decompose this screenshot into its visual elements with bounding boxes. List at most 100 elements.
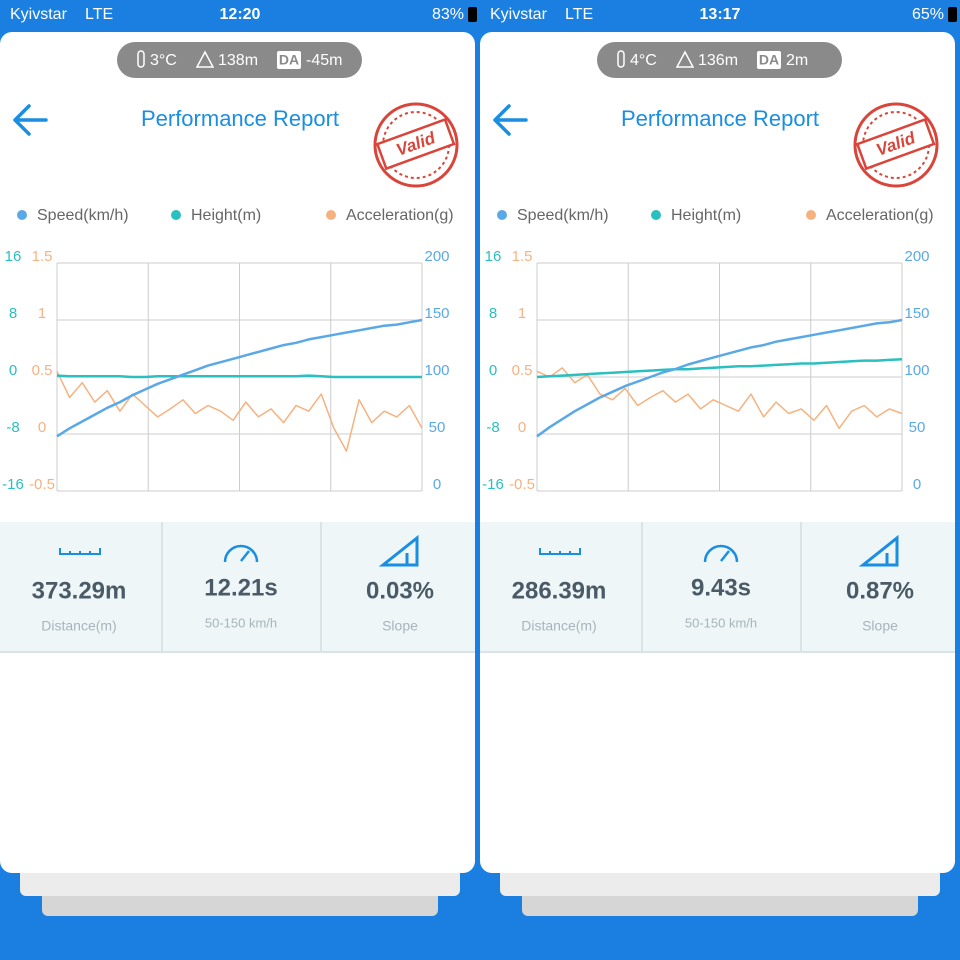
altitude: 138m bbox=[218, 52, 258, 69]
y-tick-label: -0.5 bbox=[29, 476, 55, 493]
page-title: Performance Report bbox=[621, 106, 819, 131]
series-line bbox=[536, 357, 903, 379]
stat-value: 0.03% bbox=[366, 577, 434, 604]
speedometer-icon bbox=[703, 544, 739, 563]
y-tick-label: 0.5 bbox=[512, 362, 533, 379]
legend-label[interactable]: Acceleration(g) bbox=[826, 207, 934, 224]
series-line bbox=[56, 318, 423, 438]
stat-value: 286.39m bbox=[512, 577, 607, 604]
stamp-ring bbox=[853, 102, 939, 188]
stat-label: Slope bbox=[862, 618, 898, 634]
y-tick-label: 0 bbox=[913, 476, 921, 493]
legend-dot[interactable] bbox=[171, 210, 181, 220]
y-tick-label: 8 bbox=[489, 305, 497, 322]
y-tick-label: 0 bbox=[518, 419, 526, 436]
stat-value: 12.21s bbox=[204, 574, 277, 601]
stat-label: Distance(m) bbox=[521, 618, 596, 634]
stat-label: 50-150 km/h bbox=[685, 615, 757, 630]
stats-panel bbox=[0, 522, 475, 652]
battery: 83% bbox=[432, 6, 464, 23]
y-tick-label: -8 bbox=[6, 419, 19, 436]
back-button[interactable] bbox=[13, 104, 48, 136]
y-tick-label: -0.5 bbox=[509, 476, 535, 493]
y-tick-label: -16 bbox=[482, 476, 504, 493]
y-tick-label: 1 bbox=[518, 305, 526, 322]
legend-label[interactable]: Acceleration(g) bbox=[346, 207, 454, 224]
thermometer-icon bbox=[137, 50, 145, 68]
distance-icon bbox=[59, 548, 101, 555]
back-button[interactable] bbox=[493, 104, 528, 136]
y-tick-label: 150 bbox=[424, 305, 449, 322]
y-tick-label: 1.5 bbox=[32, 248, 53, 265]
series-line bbox=[56, 374, 422, 379]
time: 13:17 bbox=[700, 6, 741, 23]
speedometer-icon bbox=[223, 544, 259, 563]
y-tick-label: 0 bbox=[9, 362, 17, 379]
stats-panel bbox=[480, 522, 955, 652]
y-tick-label: 0 bbox=[38, 419, 46, 436]
network: LTE bbox=[565, 6, 593, 23]
legend-label[interactable]: Speed(km/h) bbox=[37, 207, 129, 224]
legend-dot[interactable] bbox=[17, 210, 27, 220]
y-tick-label: 16 bbox=[485, 248, 502, 265]
legend-label[interactable]: Height(m) bbox=[671, 207, 741, 224]
legend-dot[interactable] bbox=[651, 210, 661, 220]
temperature: 3°C bbox=[150, 52, 177, 69]
battery-icon bbox=[468, 7, 477, 22]
y-tick-label: 0 bbox=[489, 362, 497, 379]
y-tick-label: 200 bbox=[424, 248, 449, 265]
conditions-pill bbox=[117, 42, 362, 78]
y-tick-label: 100 bbox=[904, 362, 929, 379]
slope-icon bbox=[378, 534, 419, 567]
legend-dot[interactable] bbox=[806, 210, 816, 220]
density-altitude: 2m bbox=[786, 52, 808, 69]
stat-value: 9.43s bbox=[691, 574, 751, 601]
stat-value: 0.87% bbox=[846, 577, 914, 604]
altitude: 136m bbox=[698, 52, 738, 69]
carrier: Kyivstar bbox=[490, 6, 548, 23]
legend-dot[interactable] bbox=[497, 210, 507, 220]
legend-label[interactable]: Height(m) bbox=[191, 207, 261, 224]
y-tick-label: -8 bbox=[486, 419, 499, 436]
y-tick-label: 1 bbox=[38, 305, 46, 322]
stat-label: Slope bbox=[382, 618, 418, 634]
y-tick-label: 16 bbox=[5, 248, 22, 265]
y-tick-label: 0 bbox=[433, 476, 441, 493]
stat-label: 50-150 km/h bbox=[205, 615, 277, 630]
y-tick-label: 150 bbox=[904, 305, 929, 322]
time: 12:20 bbox=[220, 6, 261, 23]
temperature: 4°C bbox=[630, 52, 657, 69]
thermometer-icon bbox=[617, 50, 625, 68]
series-line bbox=[56, 370, 423, 452]
series-line bbox=[536, 318, 903, 438]
da-label: DA bbox=[279, 52, 299, 68]
card bbox=[480, 32, 955, 873]
carrier: Kyivstar bbox=[10, 6, 68, 23]
legend-dot[interactable] bbox=[326, 210, 336, 220]
da-label: DA bbox=[759, 52, 779, 68]
network: LTE bbox=[85, 6, 113, 23]
slope-icon bbox=[858, 534, 899, 567]
y-tick-label: 0.5 bbox=[32, 362, 53, 379]
y-tick-label: 200 bbox=[904, 248, 929, 265]
stamp-ring bbox=[373, 102, 459, 188]
stamp-banner bbox=[855, 117, 936, 171]
altitude-icon bbox=[195, 50, 215, 68]
density-altitude: -45m bbox=[306, 52, 342, 69]
y-tick-label: -16 bbox=[2, 476, 24, 493]
legend-label[interactable]: Speed(km/h) bbox=[517, 207, 609, 224]
y-tick-label: 50 bbox=[909, 419, 926, 436]
y-tick-label: 1.5 bbox=[512, 248, 533, 265]
stat-label: Distance(m) bbox=[41, 618, 116, 634]
conditions-pill bbox=[597, 42, 842, 78]
altitude-icon bbox=[675, 50, 695, 68]
stat-value: 373.29m bbox=[32, 577, 127, 604]
page-title: Performance Report bbox=[141, 106, 339, 131]
y-tick-label: 8 bbox=[9, 305, 17, 322]
y-tick-label: 100 bbox=[424, 362, 449, 379]
y-tick-label: 50 bbox=[429, 419, 446, 436]
card bbox=[0, 32, 475, 873]
stamp-banner bbox=[375, 117, 456, 171]
series-line bbox=[536, 367, 903, 430]
da-box bbox=[277, 51, 301, 69]
